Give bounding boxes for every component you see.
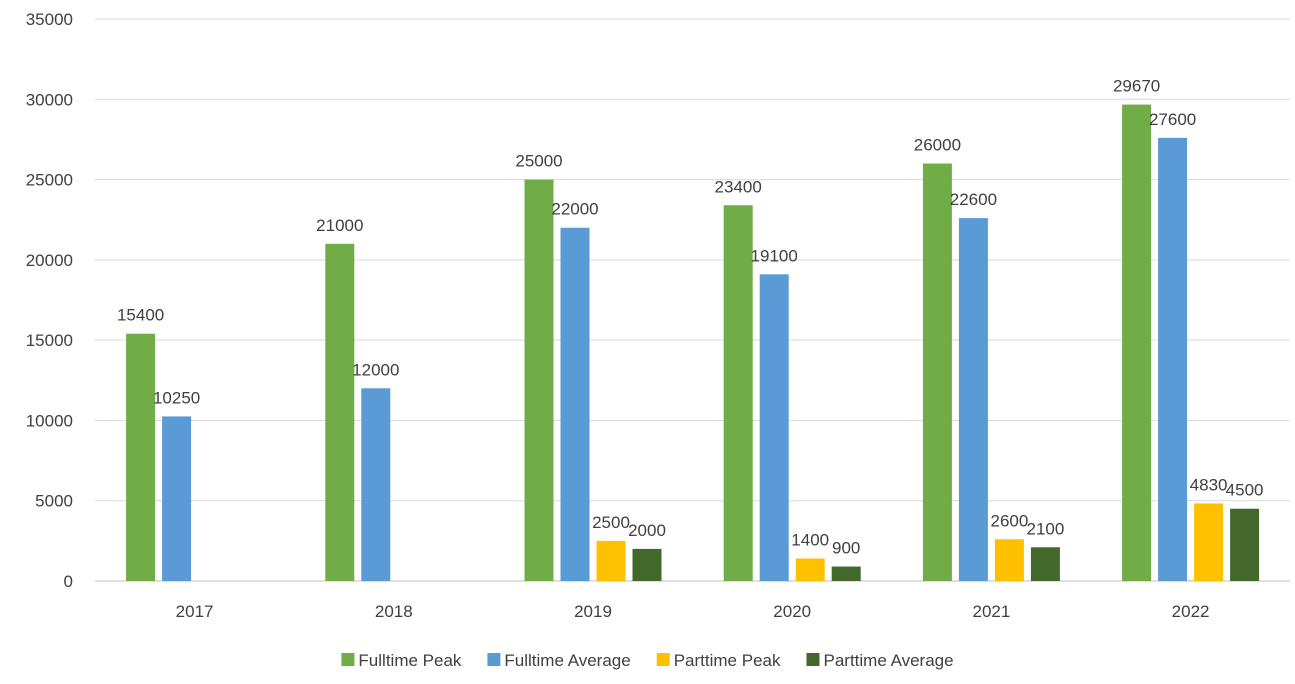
bar	[524, 179, 554, 582]
legend-label: Parttime Average	[823, 651, 953, 670]
bars	[126, 104, 1260, 582]
bar	[361, 388, 391, 581]
bar	[596, 540, 626, 581]
bar	[795, 558, 825, 581]
x-tick-label: 2021	[972, 602, 1010, 621]
legend-swatch	[341, 653, 355, 666]
bar	[560, 227, 590, 581]
data-label: 22000	[551, 200, 598, 219]
data-label: 27600	[1149, 110, 1196, 129]
data-label: 900	[832, 539, 860, 558]
bar	[632, 548, 662, 581]
bar	[1030, 547, 1060, 581]
y-tick-label: 0	[64, 572, 73, 591]
data-label: 2100	[1026, 519, 1064, 538]
data-label: 4500	[1226, 481, 1264, 500]
data-label: 25000	[515, 152, 562, 171]
y-tick-label: 10000	[26, 411, 73, 430]
bar	[994, 539, 1024, 581]
data-label: 23400	[715, 177, 762, 196]
y-tick-label: 5000	[35, 492, 73, 511]
bar	[1194, 503, 1224, 581]
bar	[831, 566, 861, 581]
data-label: 4830	[1190, 475, 1228, 494]
x-tick-label: 2022	[1172, 602, 1210, 621]
bar	[162, 416, 192, 581]
x-tick-label: 2018	[375, 602, 413, 621]
data-label: 12000	[352, 360, 399, 379]
x-tick-label: 2020	[773, 602, 811, 621]
x-tick-label: 2019	[574, 602, 612, 621]
legend-swatch	[487, 653, 501, 666]
bar	[723, 205, 753, 581]
data-label: 26000	[914, 136, 961, 155]
bar	[958, 218, 988, 581]
legend: Fulltime Peak Fulltime Average Parttime Pe…	[341, 651, 954, 670]
bar	[759, 274, 789, 581]
bar	[325, 243, 355, 582]
bar	[1122, 104, 1152, 582]
data-label: 2000	[628, 521, 666, 540]
y-tick-label: 20000	[26, 251, 73, 270]
y-tick-label: 25000	[26, 171, 73, 190]
data-label: 10250	[153, 388, 200, 407]
bar	[126, 333, 156, 581]
data-label: 15400	[117, 306, 164, 325]
data-label: 21000	[316, 216, 363, 235]
x-tick-label: 2017	[176, 602, 214, 621]
bar	[1230, 508, 1260, 581]
data-label: 2500	[592, 513, 630, 532]
y-tick-label: 35000	[26, 10, 73, 29]
legend-swatch	[806, 653, 820, 666]
y-axis-tick-labels: 0 5000 10000 15000 20000 25000 30000 35000	[26, 10, 73, 591]
data-label: 2600	[990, 511, 1028, 530]
data-label: 1400	[791, 531, 829, 550]
bar	[1158, 137, 1188, 581]
legend-label: Fulltime Peak	[358, 651, 461, 670]
y-tick-label: 15000	[26, 331, 73, 350]
data-label: 19100	[751, 246, 798, 265]
y-tick-label: 30000	[26, 90, 73, 109]
data-label: 22600	[950, 190, 997, 209]
legend-label: Fulltime Average	[504, 651, 630, 670]
gridlines	[95, 18, 1290, 582]
legend-swatch	[656, 653, 670, 666]
x-axis-tick-labels: 2017 2018 2019 2020 2021 2022	[176, 602, 1210, 621]
legend-label: Parttime Peak	[674, 651, 781, 670]
bar	[922, 163, 952, 581]
data-label: 29670	[1113, 77, 1160, 96]
